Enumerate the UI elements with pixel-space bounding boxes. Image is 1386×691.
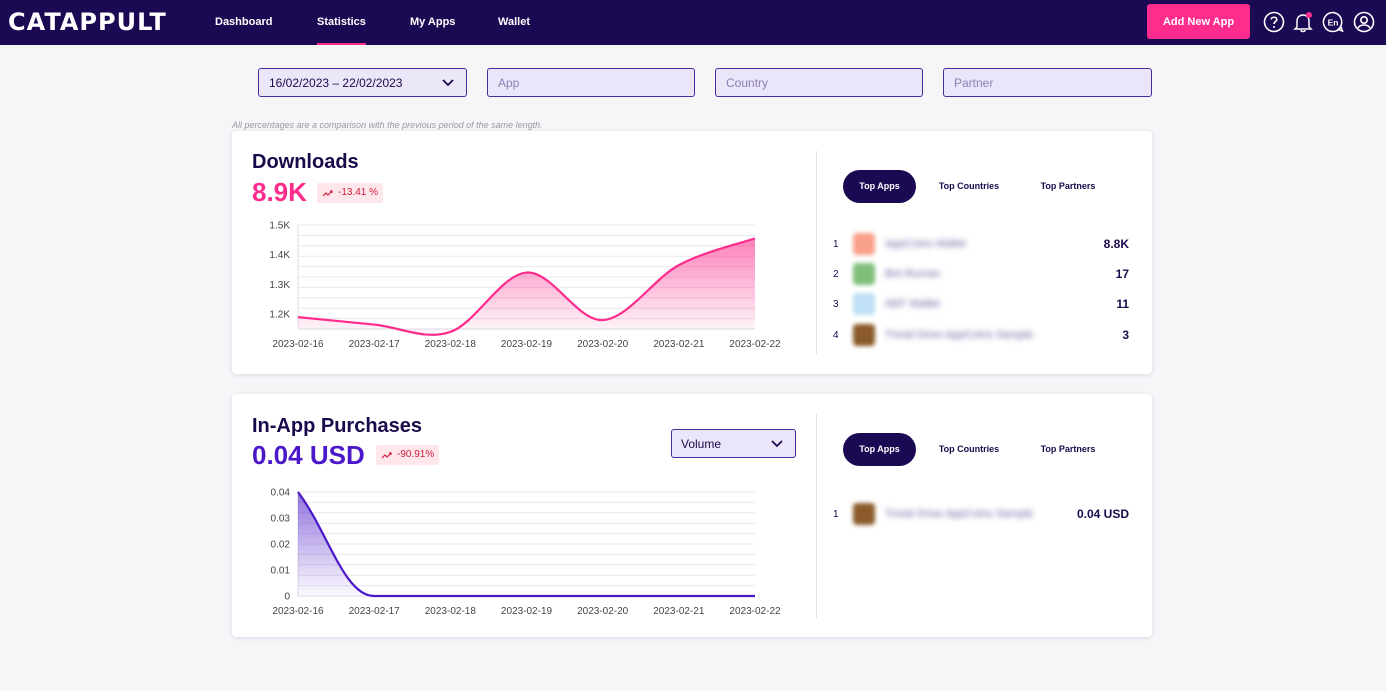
chevron-down-icon [771, 439, 783, 447]
top-app-row[interactable]: 2 Bot Runner 17 [833, 261, 1129, 287]
partner-filter-input[interactable] [943, 68, 1152, 97]
rank-number: 2 [833, 268, 839, 280]
app-icon [853, 233, 875, 255]
tab-top-apps[interactable]: Top Apps [843, 433, 916, 466]
app-metric-value: 17 [1115, 267, 1129, 281]
app-metric-value: 0.04 USD [1076, 507, 1129, 521]
language-icon[interactable]: En [1322, 11, 1344, 33]
x-tick-label: 2023-02-16 [272, 339, 324, 350]
volume-select[interactable]: Volume [671, 429, 796, 458]
rank-number: 4 [833, 329, 839, 341]
downloads-divider [816, 151, 817, 354]
x-tick-label: 2023-02-21 [653, 606, 705, 617]
x-tick-label: 2023-02-17 [349, 606, 401, 617]
tab-top-countries[interactable]: Top Countries [938, 444, 1000, 454]
date-range-value: 16/02/2023 – 22/02/2023 [269, 75, 403, 90]
y-tick-label: 1.3K [269, 280, 290, 291]
tab-top-partners[interactable]: Top Partners [1040, 181, 1096, 191]
volume-select-value: Volume [681, 436, 722, 451]
app-name: Bot Runner [885, 268, 941, 280]
top-app-row[interactable]: 4 Trivial Drive AppCoins Sample 3 [833, 322, 1129, 348]
app-metric-value: 3 [1122, 328, 1129, 342]
app-name: Trivial Drive AppCoins Sample [885, 508, 1034, 520]
y-tick-label: 0 [284, 592, 290, 603]
catappult-logo[interactable]: CATAPPULT [8, 8, 167, 36]
downloads-delta-value: -13.41 % [338, 187, 379, 198]
comparison-note: All percentages are a comparison with th… [232, 120, 543, 130]
app-name: Trivial Drive AppCoins Sample [885, 329, 1034, 341]
x-tick-label: 2023-02-21 [653, 339, 705, 350]
top-navbar: CATAPPULT Dashboard Statistics My Apps W… [0, 0, 1386, 45]
app-icon [853, 503, 875, 525]
purchases-title: In-App Purchases [252, 415, 423, 437]
nav-my-apps[interactable]: My Apps [410, 16, 456, 28]
country-filter-input[interactable] [715, 68, 923, 97]
date-range-select[interactable]: 16/02/2023 – 22/02/2023 [258, 68, 467, 97]
purchases-delta-value: -90.91% [397, 449, 435, 460]
x-tick-label: 2023-02-20 [577, 606, 629, 617]
top-app-row[interactable]: 1 Trivial Drive AppCoins Sample 0.04 USD [833, 501, 1129, 527]
y-tick-label: 0.02 [271, 540, 291, 551]
downloads-value: 8.9K [252, 177, 307, 207]
app-icon [853, 293, 875, 315]
y-tick-label: 0.03 [271, 514, 291, 525]
rank-number: 1 [833, 238, 839, 250]
series-area [298, 238, 755, 335]
downloads-chart: 1.2K 1.3K 1.4K 1.5K 2023-02-16 2023-02-17 2023… [269, 221, 781, 350]
x-tick-label: 2023-02-18 [425, 606, 477, 617]
language-label: En [1328, 18, 1339, 28]
app-filter-input[interactable] [487, 68, 695, 97]
y-tick-label: 1.5K [269, 221, 290, 232]
app-name: AEF Wallet [885, 298, 940, 310]
chevron-down-icon [442, 78, 454, 86]
app-icon [853, 324, 875, 346]
help-icon[interactable] [1263, 11, 1285, 33]
trend-icon [322, 190, 333, 197]
purchases-chart: 0 0.01 0.02 0.03 0.04 2023-02-16 2023-02-17 202… [271, 488, 781, 617]
rank-number: 3 [833, 298, 839, 310]
x-tick-label: 2023-02-17 [349, 339, 401, 350]
x-tick-label: 2023-02-20 [577, 339, 629, 350]
x-tick-label: 2023-02-18 [425, 339, 477, 350]
app-name: AppCoins Wallet [885, 238, 966, 250]
series-line [297, 491, 755, 598]
nav-wallet[interactable]: Wallet [498, 16, 530, 28]
y-tick-label: 1.2K [269, 310, 290, 321]
notifications-bell-icon[interactable] [1292, 11, 1314, 33]
purchases-card: In-App Purchases 0.04 USD -90.91% Volume… [232, 394, 1152, 637]
series-line [297, 237, 756, 336]
tab-top-apps[interactable]: Top Apps [843, 170, 916, 203]
app-icon [853, 263, 875, 285]
top-app-row[interactable]: 3 AEF Wallet 11 [833, 291, 1129, 317]
top-app-row[interactable]: 1 AppCoins Wallet 8.8K [833, 231, 1129, 257]
purchases-delta-badge: -90.91% [376, 445, 440, 465]
x-tick-label: 2023-02-19 [501, 606, 553, 617]
add-new-app-button[interactable]: Add New App [1147, 4, 1250, 39]
trend-icon [381, 452, 392, 459]
purchases-value: 0.04 USD [252, 440, 365, 470]
nav-dashboard[interactable]: Dashboard [215, 16, 273, 28]
nav-statistics[interactable]: Statistics [317, 0, 366, 45]
user-avatar-icon[interactable] [1353, 11, 1375, 33]
y-tick-label: 0.01 [271, 566, 291, 577]
downloads-card: Downloads 8.9K -13.41 % 1.2K 1.3K 1.4K 1.5K… [232, 131, 1152, 374]
downloads-title: Downloads [252, 151, 359, 173]
purchases-divider [816, 414, 817, 618]
x-tick-label: 2023-02-19 [501, 339, 553, 350]
y-tick-label: 0.04 [271, 488, 291, 499]
rank-number: 1 [833, 508, 839, 520]
app-metric-value: 8.8K [1103, 237, 1129, 251]
series-area [298, 492, 755, 596]
x-tick-label: 2023-02-16 [272, 606, 324, 617]
tab-top-countries[interactable]: Top Countries [938, 181, 1000, 191]
downloads-delta-badge: -13.41 % [317, 183, 384, 203]
y-tick-label: 1.4K [269, 250, 290, 261]
x-tick-label: 2023-02-22 [729, 606, 781, 617]
tab-top-partners[interactable]: Top Partners [1040, 444, 1096, 454]
app-metric-value: 11 [1116, 297, 1129, 311]
x-tick-label: 2023-02-22 [729, 339, 781, 350]
